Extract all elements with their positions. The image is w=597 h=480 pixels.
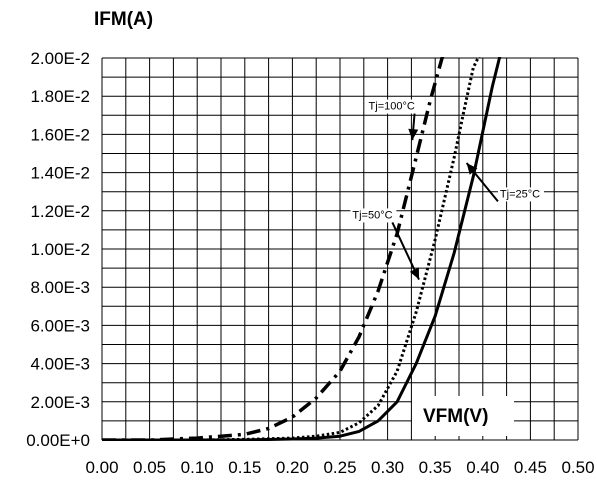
y-tick-label: 4.00E-3 xyxy=(30,355,90,374)
annotation-bg xyxy=(366,99,419,114)
x-tick-label: 0.40 xyxy=(466,458,499,477)
x-tick-label: 0.35 xyxy=(419,458,452,477)
y-tick-label: 2.00E-2 xyxy=(30,49,90,68)
y-axis-title: IFM(A) xyxy=(94,9,153,30)
grid xyxy=(101,57,579,441)
x-tick-label: 0.45 xyxy=(514,458,547,477)
y-tick-label: 6.00E-3 xyxy=(30,316,90,335)
x-tick-label: 0.25 xyxy=(323,458,356,477)
series-line-Tj=100°C xyxy=(102,57,445,441)
annotation-bg xyxy=(350,208,397,223)
annotation-label: Tj=25°C xyxy=(500,188,540,200)
x-tick-label: 0.50 xyxy=(561,458,594,477)
annotations: Tj=100°C Tj=50°C Tj=25°C xyxy=(350,99,544,280)
series-line-Tj=50°C xyxy=(102,57,481,441)
x-tick-label: 0.10 xyxy=(181,458,214,477)
x-tick-label: 0.05 xyxy=(133,458,166,477)
series-line-Tj=25°C xyxy=(102,57,502,441)
x-axis-title-box xyxy=(412,396,514,436)
x-axis-title: VFM(V) xyxy=(423,406,488,427)
y-tick-label: 1.40E-2 xyxy=(30,164,90,183)
y-tick-label: 1.00E-2 xyxy=(30,240,90,259)
tick-labels: 0.00E+0 2.00E-3 4.00E-3 6.00E-3 8.00E-3 1.00E… xyxy=(26,49,594,477)
y-tick-label: 8.00E-3 xyxy=(30,278,90,297)
x-tick-label: 0.00 xyxy=(85,458,118,477)
curves xyxy=(102,57,502,441)
y-tick-label: 1.80E-2 xyxy=(30,87,90,106)
annotation-label: Tj=100°C xyxy=(369,101,415,113)
y-tick-label: 1.20E-2 xyxy=(30,202,90,221)
annotation-bg xyxy=(497,187,544,202)
annotation-label: Tj=50°C xyxy=(352,209,392,221)
annotation-arrowhead xyxy=(466,163,478,175)
y-tick-label: 0.00E+0 xyxy=(26,431,90,450)
y-tick-label: 2.00E-3 xyxy=(30,393,90,412)
y-tick-label: 1.60E-2 xyxy=(30,125,90,144)
x-tick-label: 0.15 xyxy=(228,458,261,477)
annotation-arrowhead xyxy=(409,267,420,280)
x-tick-label: 0.20 xyxy=(276,458,309,477)
annotation-arrowhead xyxy=(408,128,419,141)
x-tick-label: 0.30 xyxy=(371,458,404,477)
